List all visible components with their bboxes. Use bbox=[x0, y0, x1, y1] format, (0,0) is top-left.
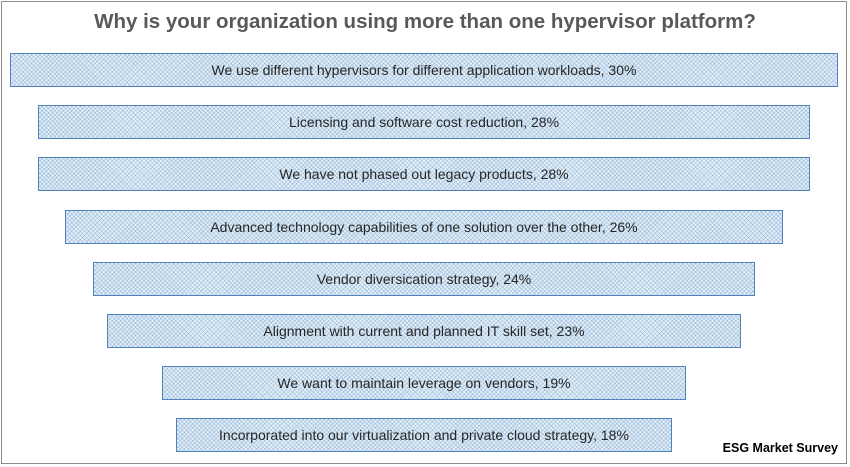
funnel-bar: Alignment with current and planned IT sk… bbox=[106, 314, 742, 348]
funnel-bar: We have not phased out legacy products, … bbox=[37, 157, 811, 192]
funnel-bar-label: Vendor diversication strategy, 24% bbox=[316, 270, 532, 287]
funnel-bar: Licensing and software cost reduction, 2… bbox=[37, 105, 811, 140]
funnel-bar: We use different hypervisors for differe… bbox=[10, 53, 838, 87]
chart-title: Why is your organization using more than… bbox=[94, 10, 756, 33]
funnel-bar: Advanced technology capabilities of one … bbox=[65, 209, 783, 244]
funnel-bar-label: We use different hypervisors for differe… bbox=[211, 62, 637, 78]
funnel-bar-label: Alignment with current and planned IT sk… bbox=[263, 323, 585, 339]
source-label: ESG Market Survey bbox=[722, 441, 838, 455]
funnel-bar: We want to maintain leverage on vendors,… bbox=[161, 366, 687, 401]
funnel-bar-label: Incorporated into our virtualization and… bbox=[219, 427, 629, 444]
funnel-bar: Vendor diversication strategy, 24% bbox=[92, 261, 756, 296]
funnel-bar-label: Advanced technology capabilities of one … bbox=[210, 218, 638, 235]
funnel-bar-label: We want to maintain leverage on vendors,… bbox=[277, 375, 571, 392]
funnel-bar: Incorporated into our virtualization and… bbox=[175, 418, 673, 453]
funnel-bar-label: Licensing and software cost reduction, 2… bbox=[288, 114, 560, 131]
funnel-bar-label: We have not phased out legacy products, … bbox=[279, 166, 569, 183]
